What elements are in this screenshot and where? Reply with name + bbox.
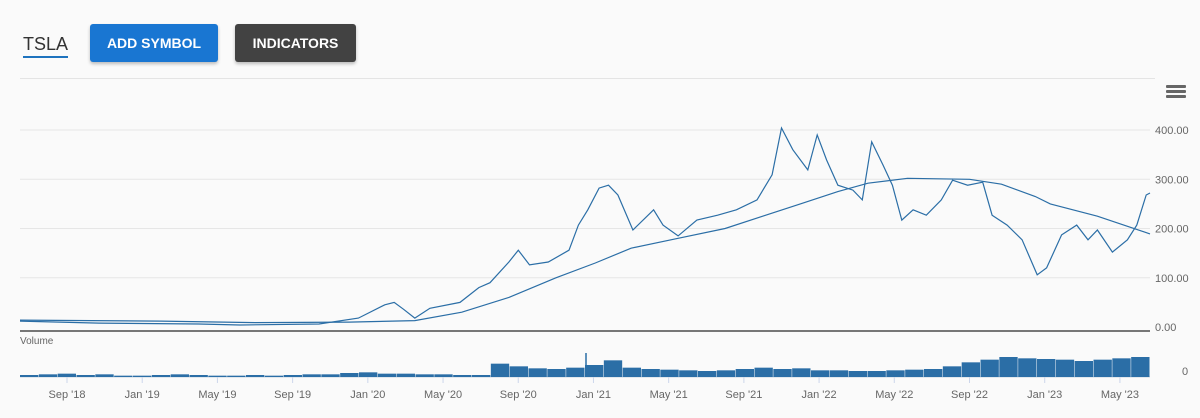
x-tick-label: May '19 xyxy=(198,389,236,401)
volume-bar xyxy=(999,357,1018,377)
y-tick-label: 200.00 xyxy=(1155,224,1189,236)
y-tick-label: 400.00 xyxy=(1155,125,1189,137)
volume-bar xyxy=(509,366,528,377)
x-tick-label: Sep '21 xyxy=(725,389,762,401)
volume-bar xyxy=(641,369,660,377)
x-tick-label: May '20 xyxy=(424,389,462,401)
symbol-tab-tsla[interactable]: TSLA xyxy=(23,33,69,58)
volume-bar xyxy=(622,367,641,377)
volume-bar xyxy=(151,375,171,377)
volume-bar xyxy=(961,362,980,377)
x-tick-label: Sep '18 xyxy=(49,389,86,401)
volume-bar xyxy=(773,369,792,377)
volume-bar xyxy=(76,375,95,377)
volume-bar xyxy=(867,371,886,377)
volume-bar xyxy=(472,375,491,377)
volume-bar xyxy=(340,373,359,377)
volume-bar xyxy=(811,370,830,377)
volume-bar xyxy=(170,374,189,377)
volume-bar xyxy=(246,375,265,377)
x-tick-label: Sep '22 xyxy=(951,389,988,401)
volume-bar xyxy=(1055,359,1075,377)
volume-bar xyxy=(377,373,397,377)
volume-bar xyxy=(942,366,962,377)
x-tick-label: May '21 xyxy=(650,389,688,401)
volume-bar xyxy=(660,369,679,377)
volume-bar xyxy=(1018,358,1037,377)
y-tick-label: 0.00 xyxy=(1155,322,1176,334)
volume-bar xyxy=(490,363,510,377)
volume-bar xyxy=(566,367,585,377)
y-tick-label: 300.00 xyxy=(1155,174,1189,186)
volume-bar xyxy=(716,370,736,377)
volume-bar xyxy=(189,375,208,377)
x-tick-label: Jan '20 xyxy=(350,389,385,401)
volume-bar xyxy=(264,375,284,377)
volume-bar xyxy=(980,359,999,377)
volume-bar xyxy=(227,375,246,377)
add-symbol-button[interactable]: ADD SYMBOL xyxy=(90,24,218,62)
volume-bar xyxy=(114,375,133,377)
x-tick-label: Sep '20 xyxy=(500,389,537,401)
volume-bar xyxy=(924,369,943,377)
volume-tick-label: 0 xyxy=(1182,366,1188,378)
indicators-button[interactable]: INDICATORS xyxy=(235,24,356,62)
x-tick-label: Jan '21 xyxy=(576,389,611,401)
volume-bar xyxy=(1037,359,1056,377)
volume-bar xyxy=(396,373,415,377)
volume-bar xyxy=(792,368,811,377)
x-tick-label: May '23 xyxy=(1101,389,1139,401)
volume-bar xyxy=(434,374,453,377)
x-tick-label: Jan '23 xyxy=(1027,389,1062,401)
price-line xyxy=(19,126,1151,326)
volume-bar xyxy=(829,370,849,377)
volume-bar xyxy=(603,360,623,377)
x-tick-label: Jan '22 xyxy=(802,389,837,401)
volume-bar xyxy=(208,375,227,377)
volume-bar xyxy=(1112,358,1131,377)
y-tick-label: 100.00 xyxy=(1155,273,1189,285)
volume-bar xyxy=(95,374,114,377)
volume-bar xyxy=(1074,361,1093,377)
volume-bar xyxy=(886,370,905,377)
volume-bar xyxy=(302,374,321,377)
volume-bar xyxy=(38,374,58,377)
volume-bar xyxy=(321,374,340,377)
volume-bar xyxy=(698,371,717,377)
volume-bar xyxy=(57,373,76,377)
volume-bar xyxy=(1093,359,1112,377)
volume-bar xyxy=(585,365,604,377)
moving-average-line xyxy=(19,177,1151,324)
volume-bar xyxy=(754,367,773,377)
volume-bar xyxy=(453,375,472,377)
volume-bar xyxy=(679,370,698,377)
x-tick-label: Jan '19 xyxy=(125,389,160,401)
volume-bar xyxy=(20,375,39,377)
volume-bar xyxy=(1131,357,1150,377)
volume-bar xyxy=(848,371,867,377)
volume-bar xyxy=(528,368,547,377)
x-tick-label: Sep '19 xyxy=(274,389,311,401)
volume-label: Volume xyxy=(20,336,54,347)
volume-bar xyxy=(133,375,152,377)
volume-bar xyxy=(415,374,434,377)
volume-bar xyxy=(735,369,754,377)
volume-bar xyxy=(905,369,924,377)
volume-bar xyxy=(547,369,566,377)
volume-bar xyxy=(283,375,302,377)
volume-bar xyxy=(359,372,378,377)
chart-top-border xyxy=(20,78,1155,79)
x-tick-label: May '22 xyxy=(875,389,913,401)
hamburger-menu-icon[interactable] xyxy=(1166,85,1186,100)
